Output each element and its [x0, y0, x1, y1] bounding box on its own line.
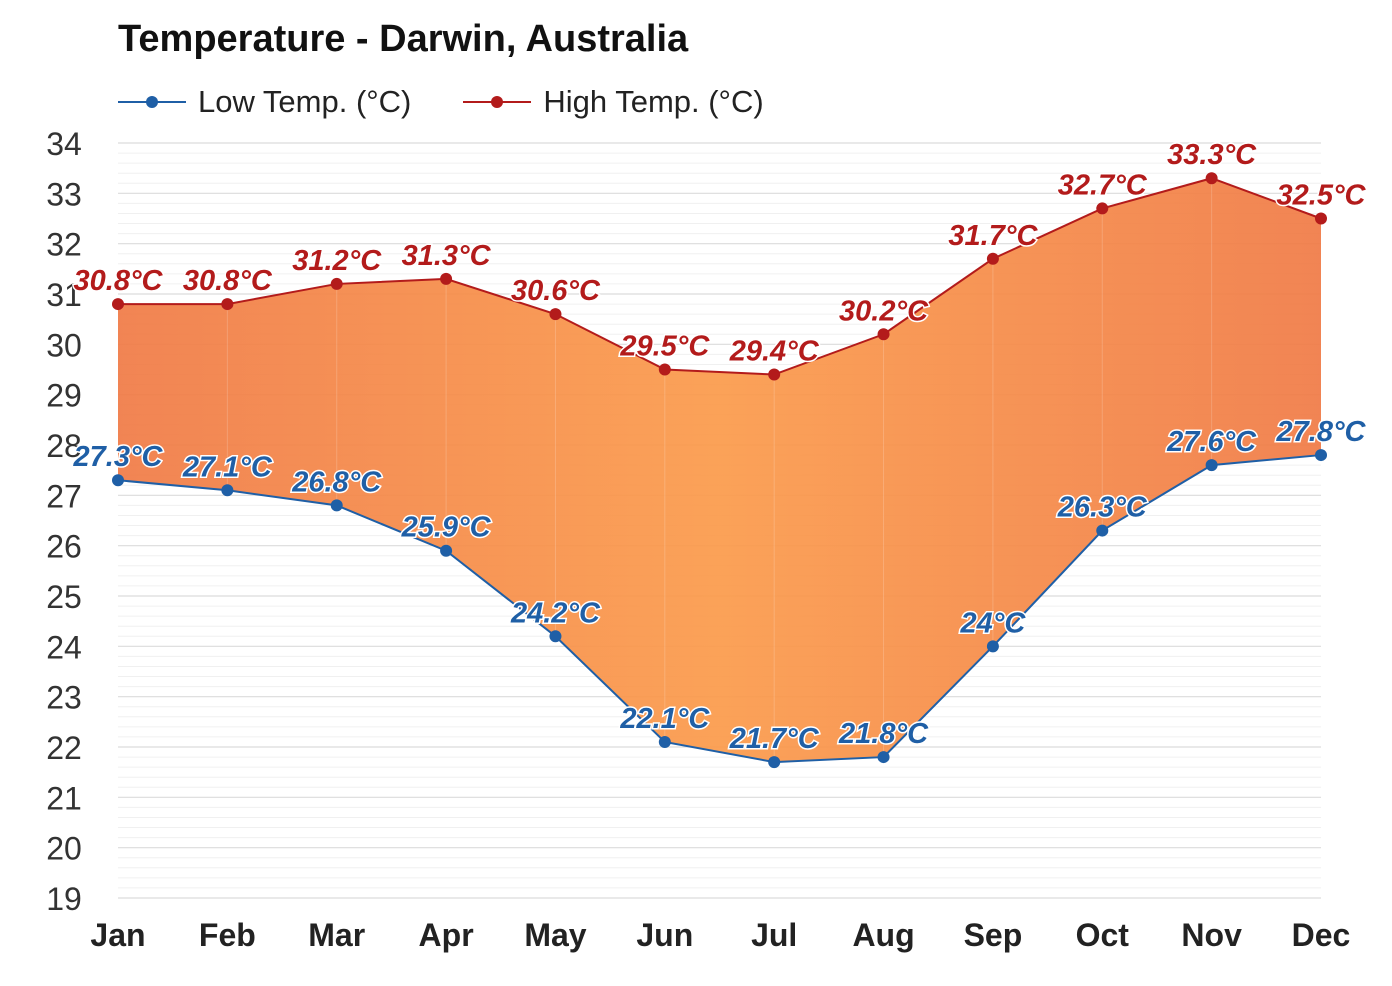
- legend-high-label: High Temp. (°C): [543, 84, 764, 119]
- y-tick-label: 23: [46, 680, 82, 716]
- high-temp-label-jul: 29.4°C: [729, 336, 820, 368]
- low-temp-point-nov[interactable]: [1205, 459, 1218, 472]
- x-tick-label: Apr: [419, 917, 474, 953]
- low-temp-label-mar: 26.8°C: [291, 466, 382, 498]
- high-temp-label-feb: 30.8°C: [183, 265, 273, 297]
- low-temp-label-apr: 25.9°C: [401, 512, 492, 544]
- low-temp-label-sep: 24°C: [960, 607, 1027, 639]
- y-tick-label: 25: [46, 579, 82, 615]
- y-tick-label: 28: [46, 428, 82, 464]
- low-temp-label-may: 24.2°C: [510, 597, 601, 629]
- x-tick-label: Aug: [852, 917, 914, 953]
- high-temp-label-apr: 31.3°C: [402, 240, 492, 272]
- low-temp-point-may[interactable]: [549, 630, 562, 643]
- low-temp-label-jul: 21.7°C: [729, 723, 820, 755]
- x-tick-label: May: [524, 917, 586, 953]
- y-tick-label: 30: [46, 327, 82, 363]
- low-temp-label-feb: 27.1°C: [182, 451, 273, 483]
- legend-high-marker-icon: [463, 96, 532, 108]
- y-tick-label: 27: [46, 478, 82, 514]
- low-temp-point-oct[interactable]: [1096, 524, 1109, 537]
- high-temp-point-jul[interactable]: [768, 368, 781, 381]
- high-temp-line: [118, 177, 1322, 376]
- low-temp-point-apr[interactable]: [440, 544, 453, 557]
- chart-legend: Low Temp. (°C) High Temp. (°C): [118, 82, 816, 122]
- x-tick-label: Feb: [199, 917, 256, 953]
- low-temp-point-jun[interactable]: [658, 735, 671, 748]
- y-tick-label: 33: [46, 176, 82, 212]
- low-temp-point-jul[interactable]: [768, 756, 781, 769]
- high-temp-label-jun: 29.5°C: [619, 331, 710, 363]
- low-temp-point-jan[interactable]: [112, 474, 124, 487]
- high-temp-point-oct[interactable]: [1096, 202, 1109, 215]
- low-temp-point-mar[interactable]: [330, 499, 343, 512]
- high-temp-point-apr[interactable]: [440, 272, 453, 285]
- y-tick-label: 22: [46, 730, 82, 766]
- low-temp-point-sep[interactable]: [986, 640, 999, 653]
- legend-item-low[interactable]: Low Temp. (°C): [118, 82, 411, 122]
- x-tick-label: Dec: [1292, 917, 1351, 953]
- high-temp-label-nov: 33.3°C: [1167, 139, 1257, 171]
- low-temp-label-jan: 27.3°C: [73, 441, 164, 473]
- low-temp-point-aug[interactable]: [877, 751, 890, 764]
- y-tick-label: 31: [46, 277, 82, 313]
- chart-title: Temperature - Darwin, Australia: [118, 18, 689, 60]
- high-temp-label-may: 30.6°C: [511, 275, 601, 307]
- x-tick-label: Jan: [90, 917, 145, 953]
- x-tick-label: Jun: [636, 917, 693, 953]
- high-temp-point-may[interactable]: [549, 308, 562, 321]
- y-tick-label: 24: [46, 629, 82, 665]
- high-temp-point-mar[interactable]: [330, 277, 343, 290]
- low-temp-label-jun: 22.1°C: [619, 703, 710, 735]
- series-lines: [112, 172, 1327, 769]
- high-temp-label-dec: 32.5°C: [1277, 180, 1367, 212]
- high-temp-point-feb[interactable]: [221, 298, 234, 311]
- low-temp-label-dec: 27.8°C: [1276, 416, 1367, 448]
- x-tick-label: Oct: [1076, 917, 1130, 953]
- high-temp-point-jan[interactable]: [112, 298, 124, 311]
- low-temp-line: [117, 454, 1322, 764]
- low-temp-point-feb[interactable]: [221, 484, 234, 497]
- x-tick-label: Sep: [964, 917, 1023, 953]
- legend-low-label: Low Temp. (°C): [198, 84, 412, 119]
- legend-item-high[interactable]: High Temp. (°C): [463, 82, 764, 122]
- high-temp-point-aug[interactable]: [877, 328, 890, 341]
- high-temp-point-dec[interactable]: [1315, 212, 1327, 225]
- x-tick-label: Jul: [751, 917, 797, 953]
- y-tick-label: 20: [46, 831, 82, 867]
- y-tick-label: 19: [46, 881, 82, 917]
- high-temp-point-nov[interactable]: [1205, 172, 1218, 185]
- high-temp-point-jun[interactable]: [658, 363, 671, 376]
- y-tick-label: 26: [46, 529, 82, 565]
- y-tick-label: 34: [46, 126, 82, 162]
- low-temp-label-oct: 26.3°C: [1057, 492, 1148, 524]
- y-tick-label: 21: [46, 780, 82, 816]
- low-temp-point-dec[interactable]: [1315, 449, 1327, 462]
- legend-low-marker-icon: [118, 96, 186, 108]
- axes: 19 20 21 22 23 24 25 26 27 28 29 30 31 32 33 34 Jan Feb Ma…: [46, 126, 1350, 953]
- low-temp-label-nov: 27.6°C: [1166, 426, 1257, 458]
- x-tick-label: Nov: [1181, 917, 1242, 953]
- high-temp-label-jan: 30.8°C: [74, 265, 164, 297]
- x-tick-label: Mar: [308, 917, 365, 953]
- data-labels: 27.3°C 27.1°C 26.8°C 25.9°C 24.2°C 22.1°C 21.7…: [71, 138, 1368, 757]
- low-temp-label-aug: 21.8°C: [838, 718, 929, 750]
- y-tick-label: 32: [46, 227, 82, 263]
- high-temp-point-sep[interactable]: [986, 252, 999, 265]
- high-temp-label-oct: 32.7°C: [1058, 169, 1148, 201]
- high-temp-label-aug: 30.2°C: [839, 295, 929, 327]
- y-tick-label: 29: [46, 378, 82, 414]
- high-temp-label-mar: 31.2°C: [292, 245, 382, 277]
- high-temp-label-sep: 31.7°C: [948, 220, 1038, 252]
